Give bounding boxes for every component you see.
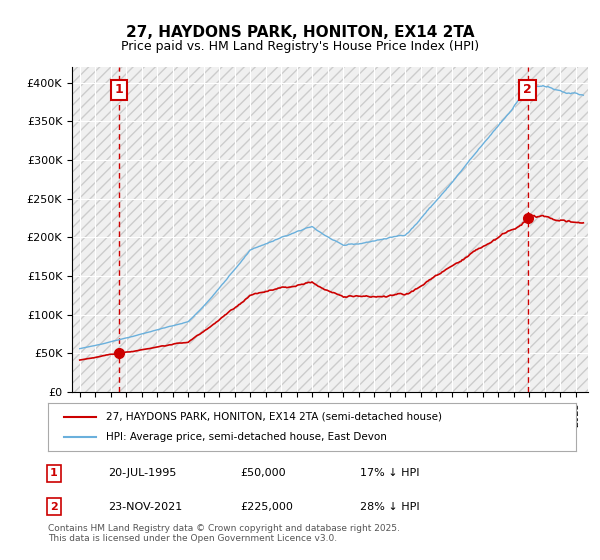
Text: 1: 1 bbox=[115, 83, 124, 96]
Text: £50,000: £50,000 bbox=[240, 468, 286, 478]
Text: 27, HAYDONS PARK, HONITON, EX14 2TA (semi-detached house): 27, HAYDONS PARK, HONITON, EX14 2TA (sem… bbox=[106, 412, 442, 422]
Text: 17% ↓ HPI: 17% ↓ HPI bbox=[360, 468, 419, 478]
Text: 2: 2 bbox=[50, 502, 58, 512]
Text: 28% ↓ HPI: 28% ↓ HPI bbox=[360, 502, 419, 512]
Text: HPI: Average price, semi-detached house, East Devon: HPI: Average price, semi-detached house,… bbox=[106, 432, 387, 442]
FancyBboxPatch shape bbox=[0, 0, 600, 489]
Text: 27, HAYDONS PARK, HONITON, EX14 2TA: 27, HAYDONS PARK, HONITON, EX14 2TA bbox=[126, 25, 474, 40]
Text: 2: 2 bbox=[523, 83, 532, 96]
Text: 20-JUL-1995: 20-JUL-1995 bbox=[108, 468, 176, 478]
Text: Contains HM Land Registry data © Crown copyright and database right 2025.
This d: Contains HM Land Registry data © Crown c… bbox=[48, 524, 400, 543]
Text: 23-NOV-2021: 23-NOV-2021 bbox=[108, 502, 182, 512]
Text: £225,000: £225,000 bbox=[240, 502, 293, 512]
Text: Price paid vs. HM Land Registry's House Price Index (HPI): Price paid vs. HM Land Registry's House … bbox=[121, 40, 479, 53]
Text: 1: 1 bbox=[50, 468, 58, 478]
